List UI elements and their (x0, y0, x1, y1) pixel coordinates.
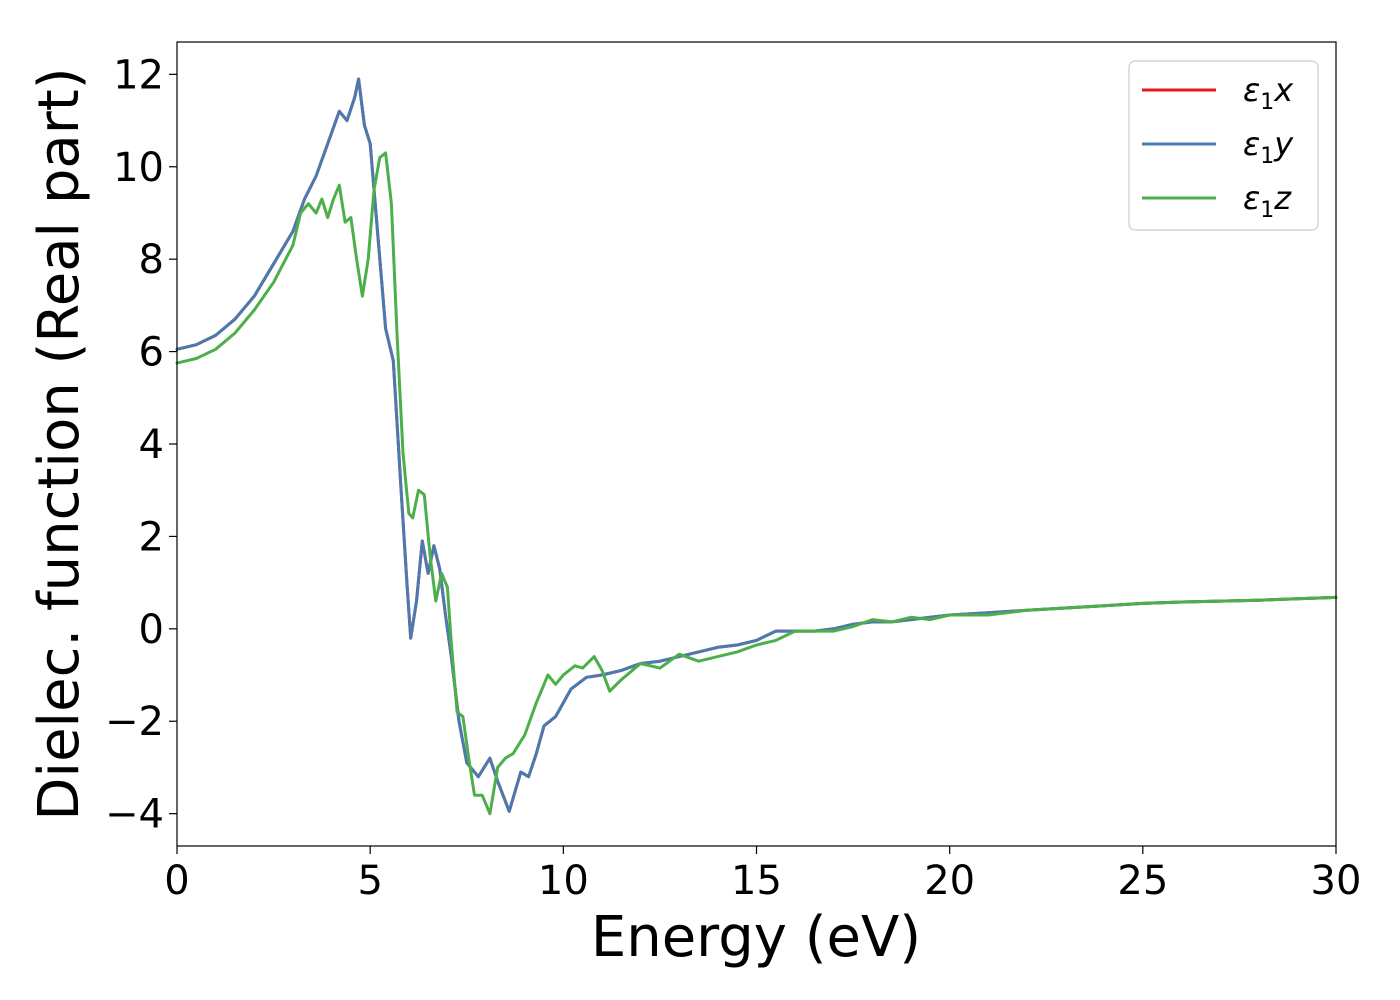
y-tick-label: 12 (113, 52, 164, 98)
y-tick-label: −2 (105, 699, 164, 745)
y-tick-label: 0 (139, 607, 164, 653)
legend-label-y: ε1y (1243, 125, 1294, 169)
x-tick-label: 20 (924, 858, 975, 904)
y-tick-label: 4 (139, 422, 164, 468)
x-tick-label: 25 (1117, 858, 1168, 904)
x-tick-label: 10 (538, 858, 589, 904)
y-tick-label: 10 (113, 145, 164, 191)
series-line-z (175, 151, 1338, 816)
x-tick-label: 0 (164, 858, 189, 904)
y-tick-label: 2 (139, 514, 164, 560)
y-tick-label: 6 (139, 330, 164, 376)
x-tick-label: 30 (1311, 858, 1362, 904)
y-tick-label: −4 (105, 792, 164, 838)
y-axis-title: Dielec. function (Real part) (27, 67, 92, 820)
series-lines (175, 77, 1338, 816)
x-tick-label: 5 (357, 858, 382, 904)
legend-label-z: ε1z (1243, 179, 1292, 223)
legend: ε1x ε1y ε1z (1128, 60, 1319, 231)
y-axis-ticks: 12 10 8 6 4 2 0 −2 −4 (105, 52, 177, 838)
legend-label-x: ε1x (1243, 71, 1294, 115)
y-tick-label: 8 (139, 237, 164, 283)
legend-box (1128, 60, 1319, 231)
x-axis-ticks: 0 5 10 15 20 25 30 (164, 846, 1361, 904)
x-axis-title: Energy (eV) (591, 905, 921, 970)
x-tick-label: 15 (731, 858, 782, 904)
